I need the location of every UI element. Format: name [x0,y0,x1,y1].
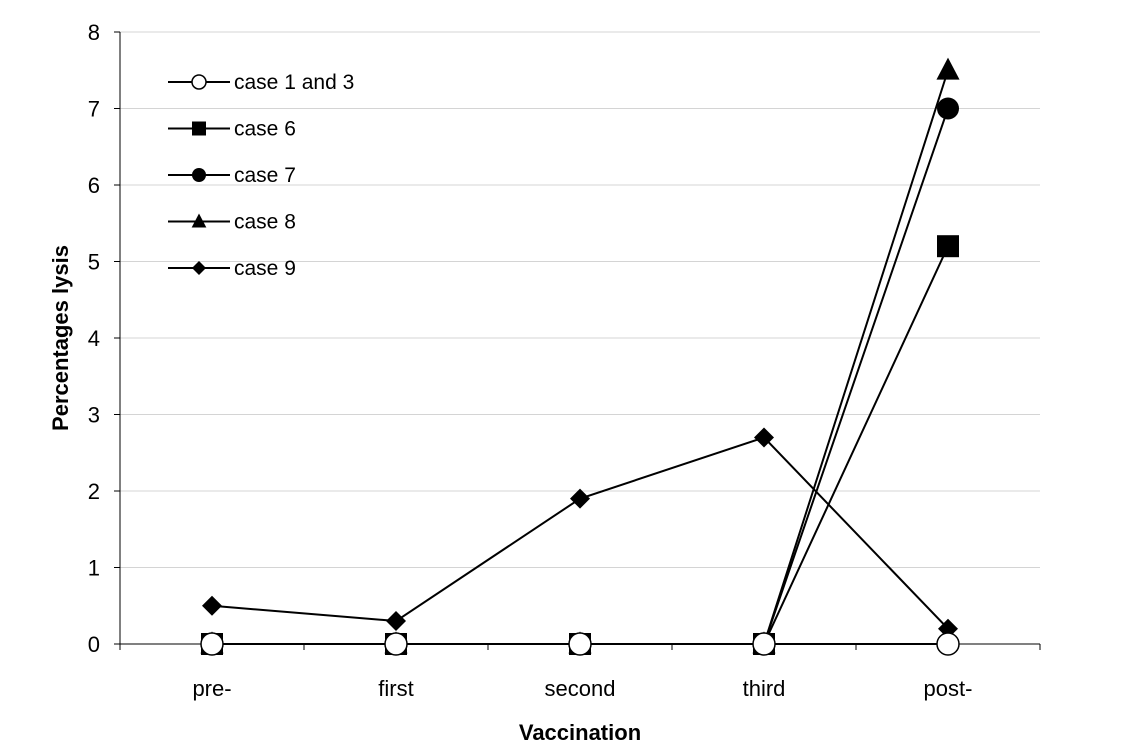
y-tick-label: 3 [88,403,100,428]
data-point-case-7 [937,97,959,120]
legend-marker-case-9 [192,261,206,275]
legend-marker-case-8 [191,213,207,228]
x-axis-title: Vaccination [519,720,641,745]
y-tick-labels: 0 1 2 3 4 5 6 7 8 [88,20,100,657]
legend-label: case 9 [234,257,296,280]
legend-item-case-7: case 7 [168,164,296,187]
data-point-case-6 [937,235,959,258]
x-tick-label: third [743,676,786,701]
x-tick-label: pre- [192,676,231,701]
data-point-case-9 [754,427,774,448]
legend-item-case-8: case 8 [168,211,296,234]
y-tick-label: 2 [88,479,100,504]
x-tick-label: post- [924,676,973,701]
legend-marker-case-1-and-3 [191,74,207,90]
data-point-case-9 [570,488,590,509]
data-point-case-9 [386,611,406,632]
y-tick-label: 6 [88,173,100,198]
data-point-case-1-and-3 [568,632,592,656]
data-point-case-9 [202,595,222,616]
y-axis-title: Percentages lysis [48,245,73,431]
data-point-case-1-and-3 [936,632,960,656]
series-line-case-8 [212,69,949,645]
y-tick-label: 5 [88,250,100,275]
legend-item-case-6: case 6 [168,118,296,141]
legend-label: case 7 [234,164,296,187]
legend-label: case 8 [234,211,296,234]
y-tick-label: 7 [88,97,100,122]
y-tick-label: 4 [88,326,100,351]
series-line-case-6 [212,245,949,645]
x-tick-label: second [545,676,616,701]
y-tick-label: 8 [88,20,100,45]
data-point-case-1-and-3 [752,632,776,656]
y-tick-label: 0 [88,632,100,657]
x-tick-label: first [378,676,413,701]
legend-marker-case-6 [192,121,206,136]
data-point-case-1-and-3 [384,632,408,656]
legend-marker-case-7 [192,168,206,182]
data-point-case-8 [936,57,960,80]
series-lines [211,69,949,645]
series-line-case-9 [211,436,949,630]
legend-label: case 1 and 3 [234,71,354,94]
series-markers [200,57,960,656]
x-tick-labels: pre-first second third post- [192,676,972,701]
legend-label: case 6 [234,118,296,141]
legend-item-case-9: case 9 [168,257,296,280]
legend-item-case-1-and-3: case 1 and 3 [168,71,354,94]
data-point-case-1-and-3 [200,632,224,656]
legend: case 1 and 3 case 6 case 7 case 8 case 9 [168,71,354,280]
series-line-case-7 [212,108,949,645]
y-tick-label: 1 [88,556,100,581]
